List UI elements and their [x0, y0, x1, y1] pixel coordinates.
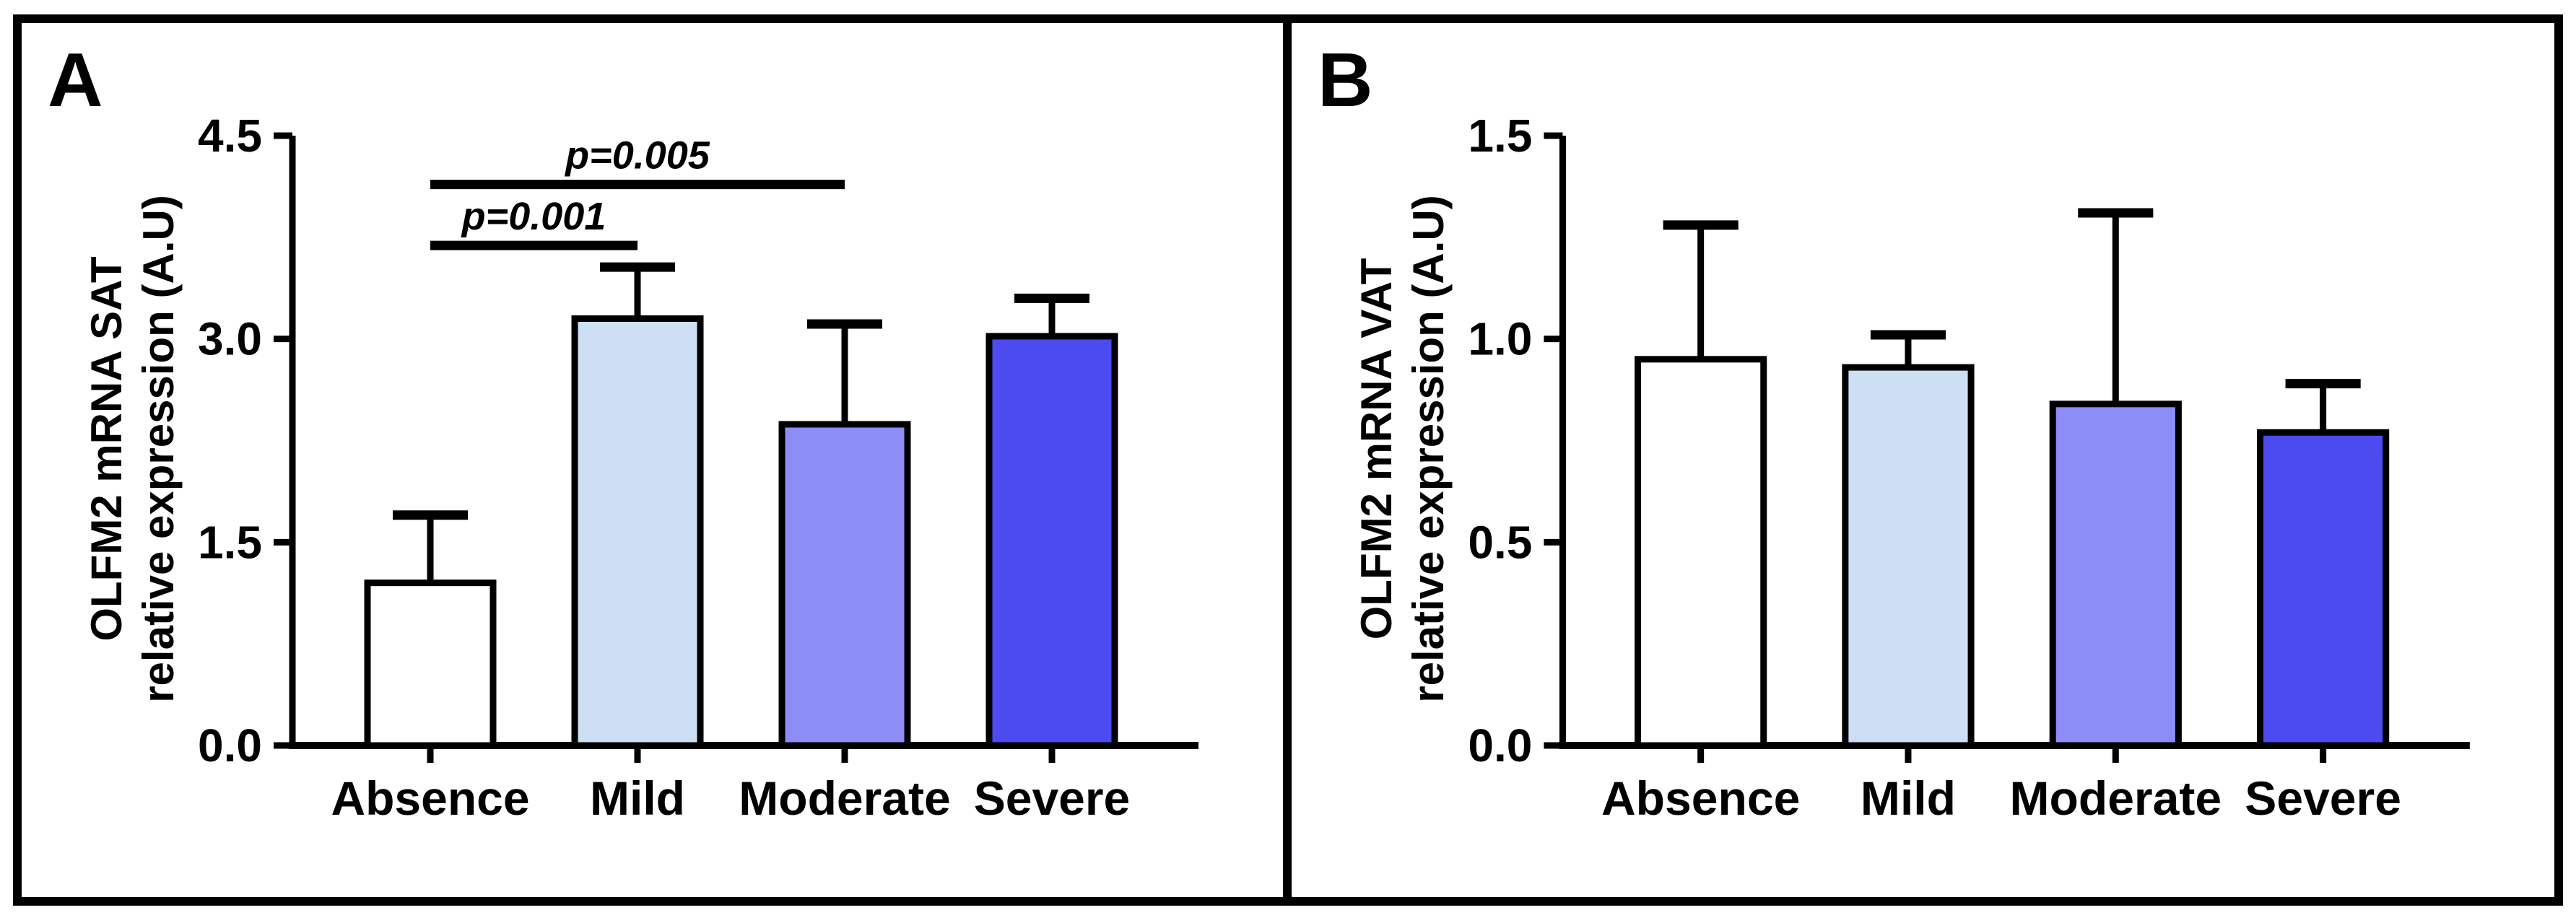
y-tick-label-1.5: 1.5 — [1468, 110, 1532, 162]
y-axis-label-line2: relative expression (A.U) — [1404, 195, 1453, 702]
x-label-severe: Severe — [2245, 771, 2401, 825]
y-axis-label-line1: OLFM2 mRNA VAT — [1352, 258, 1401, 639]
y-tick-label-3.0: 3.0 — [198, 313, 262, 365]
bar-chart-olfm2-vat: OLFM2 mRNA VAT relative expression (A.U) 0… — [1352, 110, 2470, 825]
x-label-mild: Mild — [1861, 771, 1956, 825]
y-tick-label-1.0: 1.0 — [1468, 313, 1532, 365]
x-label-severe: Severe — [974, 771, 1131, 825]
y-tick-label-0.0: 0.0 — [1468, 719, 1532, 771]
y-tick-label-1.5: 1.5 — [198, 516, 262, 568]
bar-severe — [2257, 429, 2390, 749]
panel-A: A OLFM2 mRNA SAT relative expression (A.U… — [22, 23, 1283, 897]
bar-mild — [571, 315, 704, 749]
bar-absence — [1635, 356, 1767, 749]
bar-severe — [985, 333, 1118, 749]
y-tick-label-4.5: 4.5 — [198, 110, 262, 162]
panel-B: B OLFM2 mRNA VAT relative expression (A.U… — [1292, 23, 2554, 897]
figure-panel-group: A OLFM2 mRNA SAT relative expression (A.U… — [13, 14, 2563, 906]
y-tick-label-0.5: 0.5 — [1468, 516, 1532, 568]
bar-chart-olfm2-sat: OLFM2 mRNA SAT relative expression (A.U) 0… — [82, 110, 1198, 825]
x-label-mild: Mild — [590, 771, 685, 825]
sig-label-2: p=0.005 — [564, 134, 710, 178]
panel-label-A: A — [48, 38, 103, 123]
x-label-absence: Absence — [1601, 771, 1800, 825]
x-label-moderate: Moderate — [739, 771, 950, 825]
bar-absence — [364, 579, 497, 749]
bar-moderate — [778, 421, 911, 749]
y-axis-label-line1: OLFM2 mRNA SAT — [82, 256, 131, 641]
x-label-moderate: Moderate — [2009, 771, 2222, 825]
x-label-absence: Absence — [331, 771, 529, 825]
panel-label-B: B — [1318, 38, 1373, 123]
panel-divider — [1283, 23, 1292, 897]
sig-label-1: p=0.001 — [461, 195, 606, 238]
bar-mild — [1842, 364, 1975, 749]
y-tick-label-0.0: 0.0 — [198, 719, 262, 771]
bar-moderate — [2049, 401, 2182, 749]
y-axis-label-line2: relative expression (A.U) — [134, 195, 183, 703]
